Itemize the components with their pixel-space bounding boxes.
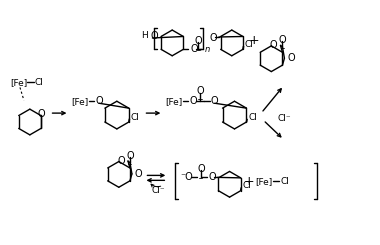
- Text: O: O: [209, 33, 217, 43]
- Text: [Fe]: [Fe]: [71, 97, 89, 106]
- Text: +: +: [248, 35, 259, 48]
- Text: [Fe]: [Fe]: [10, 78, 27, 87]
- Text: Cl: Cl: [35, 78, 44, 87]
- Text: O: O: [95, 96, 103, 106]
- Text: Cl: Cl: [245, 40, 254, 49]
- Text: Cl: Cl: [249, 112, 257, 122]
- Text: O: O: [135, 169, 142, 179]
- Text: O: O: [196, 86, 204, 96]
- Text: O: O: [150, 31, 158, 41]
- Text: O: O: [194, 37, 202, 47]
- Text: O: O: [211, 96, 218, 106]
- Text: O: O: [287, 53, 295, 63]
- Text: Cl: Cl: [243, 181, 252, 190]
- Text: n: n: [205, 45, 211, 54]
- Text: Cl: Cl: [131, 112, 140, 122]
- Text: +: +: [244, 175, 255, 188]
- Text: Cl⁻: Cl⁻: [152, 186, 165, 195]
- Text: O: O: [126, 151, 134, 161]
- Text: O: O: [209, 172, 216, 182]
- Text: Cl⁻: Cl⁻: [277, 113, 291, 122]
- Text: O: O: [190, 44, 198, 54]
- Text: [Fe]: [Fe]: [255, 177, 272, 186]
- Text: Cl: Cl: [281, 177, 290, 186]
- Text: O: O: [197, 164, 205, 174]
- Text: O: O: [117, 156, 125, 166]
- Text: [Fe]: [Fe]: [165, 97, 182, 106]
- Text: O: O: [37, 109, 45, 119]
- Text: ⁻O: ⁻O: [180, 172, 193, 182]
- Text: H: H: [141, 32, 147, 40]
- Text: O: O: [270, 40, 277, 50]
- FancyArrowPatch shape: [151, 184, 161, 187]
- Text: O: O: [279, 35, 286, 45]
- Text: O: O: [190, 96, 198, 106]
